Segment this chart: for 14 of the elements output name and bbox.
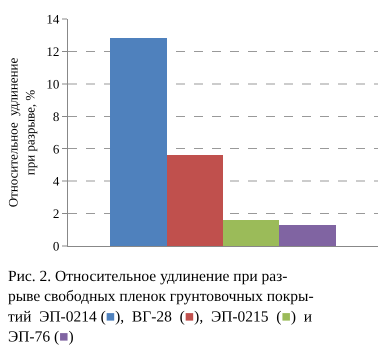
y-tick-label: 0 [52, 238, 60, 254]
y-axis-title: Относительное удлинение при разрыве, % [5, 58, 38, 208]
y-tick-label: 14 [46, 12, 60, 27]
y-tick-label: 2 [52, 206, 60, 222]
bar [167, 155, 223, 246]
bar [279, 225, 336, 246]
y-tick-label: 6 [52, 141, 60, 156]
y-tick-label: 8 [52, 108, 60, 124]
y-tick-label: 4 [52, 174, 60, 189]
text: Рис. 2. Относительное удлинение при раз- рыве свободных пленок грунтовочных покры- тий ЭП-0214 (■), ВГ-28 (■), ЭП-0215 (■) и ЭП-76 (■) [8, 268, 314, 346]
y-tick-label: 10 [46, 76, 60, 92]
bar [223, 220, 279, 246]
bar [110, 38, 167, 246]
y-tick-label: 12 [46, 44, 60, 59]
